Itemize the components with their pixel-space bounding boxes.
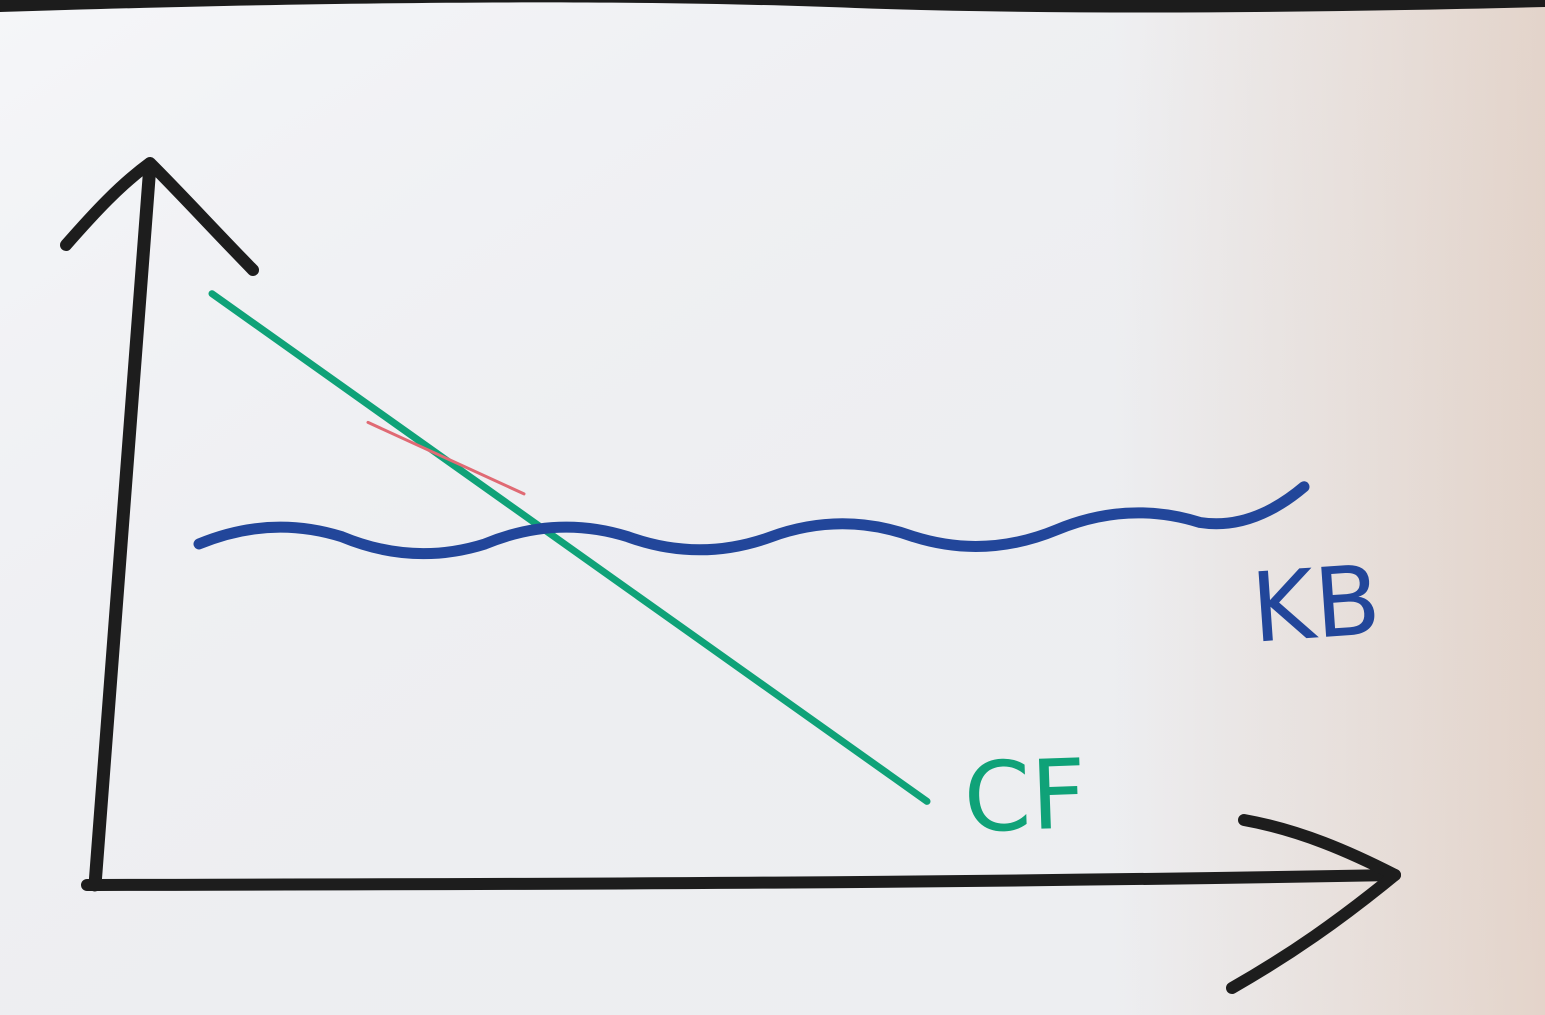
axes-group [60, 157, 1401, 994]
series-kb-label: KB [1248, 544, 1384, 665]
stray-red-mark-1 [366, 420, 526, 496]
annotation-group [366, 420, 526, 496]
series-group [193, 290, 1310, 805]
series-cf-label: CF [962, 738, 1088, 854]
x-axis-line [81, 869, 1401, 891]
series-kb-line [193, 481, 1310, 560]
y-axis-arrowhead [60, 157, 259, 276]
y-axis-line [88, 158, 157, 892]
series-cf-line [208, 290, 931, 805]
x-axis-arrowhead [1226, 814, 1401, 994]
series-labels-group: CF KB [962, 544, 1384, 854]
